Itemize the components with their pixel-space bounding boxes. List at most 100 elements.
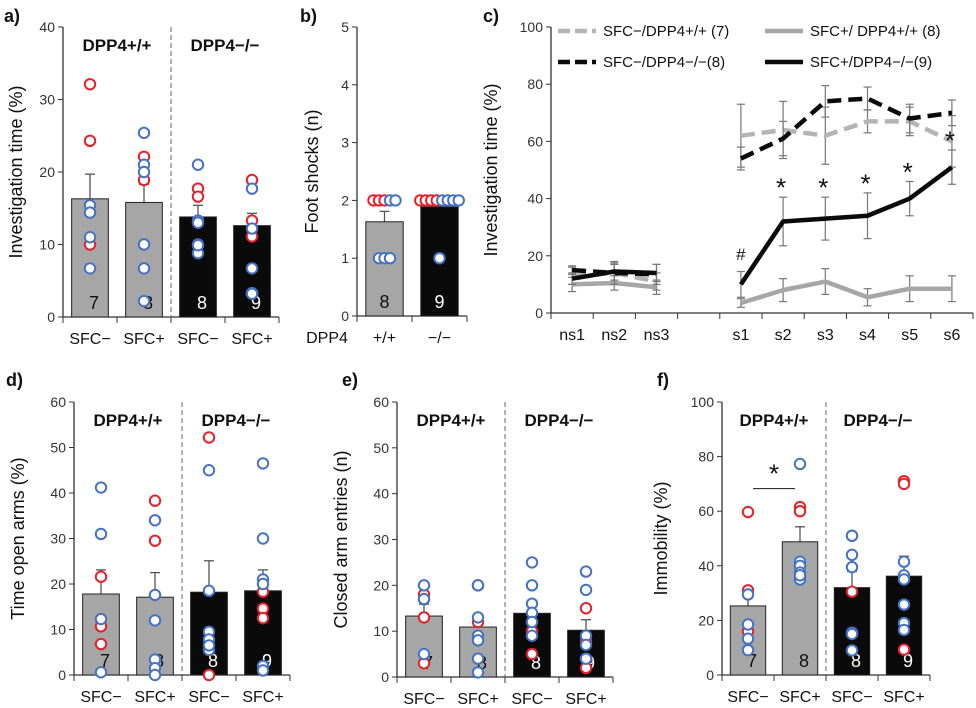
data-point [897,573,911,586]
series-line [740,119,953,144]
data-point [417,611,431,624]
data-point [471,666,485,679]
group-label: DPP4−/− [191,36,260,55]
y-tick-label: 30 [39,92,55,108]
x-tick-label: ns2 [601,327,627,344]
data-point [845,585,859,598]
y-tick-label: 4 [341,77,349,93]
group-label: DPP4+/+ [417,411,486,430]
legend-label: SFC−/DPP4+/+ (7) [603,23,729,40]
y-tick-label: 0 [706,667,714,683]
panel-f: f) Immobility (%) 0 20 40 60 80 100 SFC− SFC+ SFC−… [651,370,931,706]
x-tick-label: SFC− [403,691,444,708]
significance-marker: * [776,173,786,203]
data-point [525,615,539,629]
x-tick-label: s6 [943,327,960,344]
x-tick-label: SFC+ [457,691,498,708]
y-tick-label: 60 [373,394,389,410]
x-tick-label: SFC+ [883,689,924,706]
n-label: 9 [434,292,444,312]
data-point [845,627,859,641]
n-label: 8 [208,651,218,671]
data-point [433,252,446,265]
legend-label: SFC+/ DPP4+/+ (8) [810,23,940,40]
data-point [137,126,151,140]
data-point [417,592,431,606]
data-point [741,643,755,657]
data-point [148,668,162,682]
data-point [741,618,755,631]
n-label: 9 [903,651,913,671]
x-tick-label: SFC− [177,331,218,348]
data-point [191,158,205,171]
series-line [571,269,657,281]
y-tick-label: 3 [341,135,349,151]
group-label: DPP4+/+ [94,411,163,430]
data-point [471,611,485,624]
data-point [452,194,465,207]
panel-d: d) Time open arms (%) 0 10 20 30 40 50 60 SFC− SFC… [6,370,291,706]
data-point [137,262,151,275]
data-point [202,584,216,598]
data-point [845,644,859,657]
y-tick-label: 60 [527,133,543,149]
group-label: DPP4−/− [844,411,913,430]
data-point [83,134,97,148]
x-tick-label: ns3 [644,327,670,344]
n-label: 8 [379,292,389,312]
x-tick-label: SFC− [188,689,229,706]
data-point [525,579,539,592]
data-point [525,629,539,642]
y-tick-label: 20 [373,577,389,593]
data-point [741,632,755,645]
n-label: 7 [747,651,757,671]
data-point [525,556,539,569]
data-point [383,252,397,265]
data-point [389,194,402,207]
data-point [94,637,108,651]
data-point [94,481,108,494]
y-tick-label: 80 [527,76,543,92]
data-point [83,231,97,244]
y-axis-label: Foot shocks (n) [302,109,322,233]
panel-label: f) [657,370,669,390]
y-tick-label: 100 [691,394,715,410]
significance-marker: * [769,459,779,489]
x-tick-label: SFC− [80,689,121,706]
x-tick-label: s5 [901,327,918,344]
y-tick-label: 0 [47,309,55,325]
x-tick-label: SFC+ [134,689,175,706]
data-point [845,529,859,542]
data-point [94,612,108,626]
x-tick-label: SFC− [511,691,552,708]
x-tick-label: s3 [817,327,834,344]
data-point [897,643,911,656]
n-label: 9 [251,293,261,313]
data-point [579,652,593,665]
x-tick-label: SFC+ [231,331,272,348]
data-point [94,527,108,541]
x-tick-label: +/+ [373,330,396,347]
y-tick-label: 10 [50,622,66,638]
data-point [845,548,859,562]
data-point [579,638,593,652]
data-point [897,555,911,568]
x-tick-label: SFC+ [779,689,820,706]
y-tick-label: 50 [373,440,389,456]
y-tick-label: 0 [535,305,543,321]
y-tick-label: 20 [39,164,55,180]
x-tick-label: ns1 [559,327,585,344]
panel-a: a) Investigation time (%) 0 10 20 30 40 SFC− SFC… [4,6,280,348]
data-point [897,623,911,637]
legend-label: SFC−/DPP4−/−(8) [603,54,725,71]
data-point [525,647,539,661]
data-point [256,457,270,470]
panel-e: e) Closed arm entries (n) 0 10 20 30 40 50 60 SFC… [331,370,614,708]
data-point [148,514,162,527]
data-point [845,560,859,574]
y-axis-label: Immobility (%) [651,481,671,595]
n-label: 8 [851,651,861,671]
data-point [256,664,270,677]
data-point [83,206,97,219]
data-point [245,182,259,195]
